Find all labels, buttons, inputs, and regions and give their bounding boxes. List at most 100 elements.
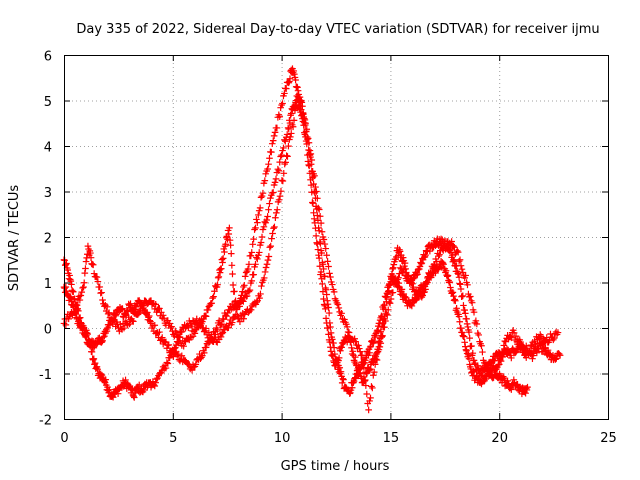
data-point: [268, 235, 275, 242]
data-point: [84, 330, 91, 338]
data-point: [122, 376, 129, 384]
data-point: [130, 318, 137, 325]
data-point: [330, 288, 338, 296]
data-point: [383, 293, 390, 301]
data-point: [457, 285, 465, 293]
data-point: [497, 357, 505, 365]
y-tick-label: 4: [44, 141, 52, 156]
grid-lines: [64, 55, 608, 419]
data-point: [396, 248, 404, 255]
data-point: [84, 242, 92, 250]
x-tick-label: 0: [60, 431, 68, 446]
data-point: [252, 261, 259, 268]
data-point: [330, 344, 338, 351]
data-point: [227, 241, 234, 249]
data-point: [400, 266, 408, 273]
data-point: [284, 124, 292, 132]
data-point: [456, 318, 464, 326]
data-point: [499, 351, 507, 358]
data-point: [227, 250, 235, 257]
data-point: [376, 320, 383, 327]
data-point: [152, 379, 160, 386]
data-point: [367, 394, 374, 402]
data-point: [316, 212, 324, 220]
data-point: [378, 333, 385, 341]
data-point: [371, 361, 379, 368]
data-point: [355, 342, 362, 349]
data-point: [375, 346, 383, 354]
data-point: [62, 321, 70, 329]
data-point: [98, 338, 106, 346]
data-point: [328, 336, 336, 343]
data-point: [472, 317, 480, 325]
data-point: [462, 343, 469, 350]
data-point: [273, 209, 280, 217]
data-point: [83, 329, 91, 337]
data-point: [296, 105, 303, 113]
data-point: [264, 165, 271, 173]
data-point: [465, 351, 472, 359]
data-point: [310, 209, 317, 217]
data-point: [280, 170, 288, 177]
data-point: [302, 128, 310, 135]
data-point: [313, 188, 320, 195]
data-point: [315, 206, 323, 213]
data-point: [337, 347, 344, 355]
data-point: [231, 298, 239, 306]
data-point: [315, 224, 322, 232]
data-point: [66, 294, 73, 301]
y-tick-label: -2: [39, 414, 52, 429]
data-point: [394, 282, 402, 290]
data-point: [386, 299, 394, 307]
data-point: [386, 281, 394, 288]
data-point: [469, 349, 477, 357]
data-point: [555, 350, 563, 358]
data-point: [322, 286, 330, 294]
data-point: [285, 125, 293, 133]
data-point: [217, 265, 225, 273]
data-point: [423, 278, 430, 285]
data-point: [556, 352, 564, 359]
data-point: [422, 286, 429, 293]
data-point: [413, 269, 421, 277]
data-point: [211, 331, 218, 338]
data-point: [359, 360, 367, 368]
data-point: [151, 382, 159, 390]
data-point: [276, 192, 284, 200]
data-point: [286, 75, 294, 83]
data-point: [520, 348, 527, 356]
data-point: [454, 248, 462, 256]
data-point: [214, 281, 221, 289]
data-point: [202, 344, 210, 351]
data-point: [470, 367, 477, 375]
x-tick-label: 20: [491, 431, 508, 446]
data-point: [311, 172, 318, 180]
data-point: [296, 93, 304, 101]
data-point: [419, 292, 427, 299]
data-point: [269, 137, 277, 144]
data-point: [319, 280, 326, 288]
data-point: [397, 264, 404, 272]
series-track-c: [60, 101, 562, 414]
data-point: [228, 319, 236, 326]
data-point: [99, 337, 106, 345]
data-point: [228, 262, 236, 269]
data-point: [446, 278, 454, 286]
data-point: [276, 113, 284, 121]
data-point: [162, 364, 170, 372]
data-point: [210, 293, 217, 300]
data-point: [449, 289, 457, 296]
data-point: [261, 268, 269, 276]
data-point: [370, 337, 378, 345]
data-point: [297, 98, 304, 105]
data-point: [231, 288, 238, 295]
data-point: [268, 140, 276, 147]
data-point: [77, 292, 85, 299]
data-point: [435, 252, 442, 260]
data-point: [68, 298, 76, 305]
data-point: [313, 239, 321, 247]
data-point: [355, 372, 362, 380]
data-point: [70, 307, 78, 315]
data-point: [262, 264, 270, 271]
data-point: [349, 347, 357, 355]
